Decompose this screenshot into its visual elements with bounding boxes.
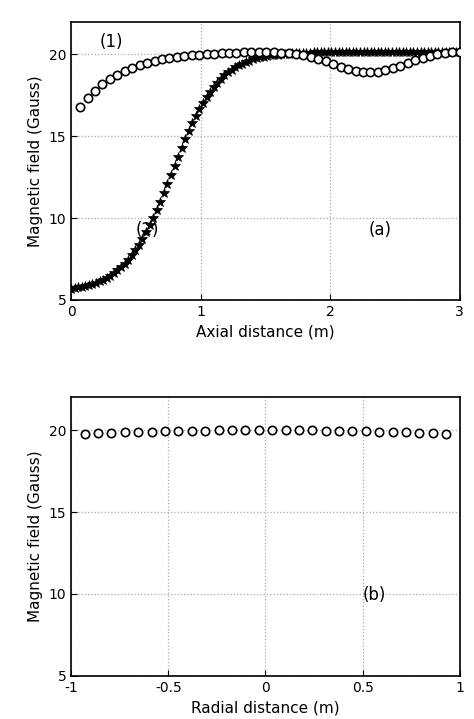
Y-axis label: Magnetic field (Gauss): Magnetic field (Gauss) xyxy=(28,75,43,247)
Y-axis label: Magnetic field (Gauss): Magnetic field (Gauss) xyxy=(28,451,43,623)
Text: (b): (b) xyxy=(363,586,386,604)
Text: (1): (1) xyxy=(100,33,123,51)
Text: (2): (2) xyxy=(136,221,159,239)
Text: (a): (a) xyxy=(369,221,392,239)
X-axis label: Radial distance (m): Radial distance (m) xyxy=(191,700,340,715)
X-axis label: Axial distance (m): Axial distance (m) xyxy=(196,324,335,339)
